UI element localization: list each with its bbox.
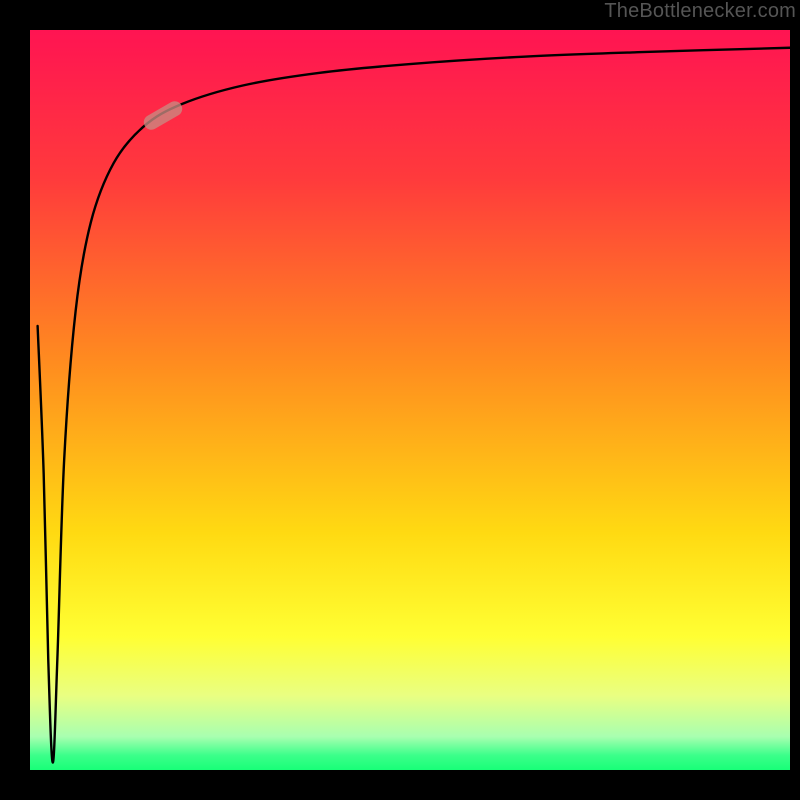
chart-container: TheBottlenecker.com [0,0,800,800]
bottleneck-curve [38,48,790,763]
plot-area [30,30,790,770]
watermark-text: TheBottlenecker.com [604,0,796,23]
bottleneck-curve-layer [30,30,790,770]
